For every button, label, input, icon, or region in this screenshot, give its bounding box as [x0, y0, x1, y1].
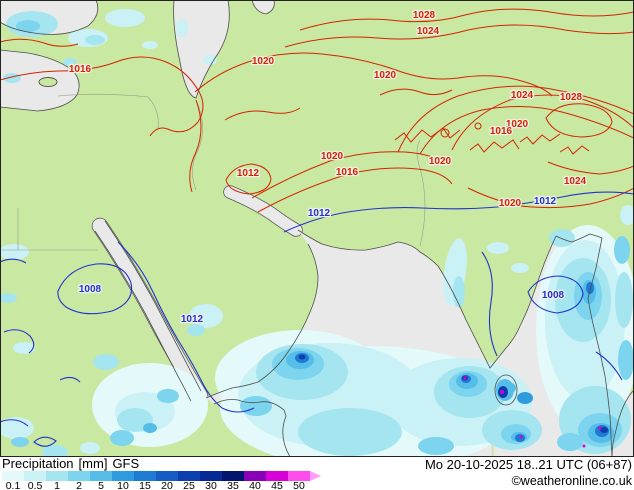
isobar-value-label: 1012 [181, 314, 204, 325]
legend-segment [288, 471, 310, 481]
caspian-sea [173, 0, 230, 98]
isobar-value-label: 1020 [374, 70, 397, 81]
legend-tick: 40 [249, 480, 261, 490]
isobar-value-label: 1028 [413, 10, 436, 21]
legend-segment [90, 471, 112, 481]
isobar-value-label: 1020 [499, 198, 522, 209]
aral-sea [252, 0, 275, 14]
legend-segment [2, 471, 24, 481]
isobar-value-label: 1012 [237, 168, 260, 179]
legend-segment [156, 471, 178, 481]
legend-segment [244, 471, 266, 481]
isobar-value-label: 1020 [321, 151, 344, 162]
legend-segment [266, 471, 288, 481]
legend-segment [68, 471, 90, 481]
legend-left: Precipitation [mm] GFS 0.1 0.5 1 2 5 10 15 20 25 30… [2, 456, 321, 490]
legend-tick: 1 [54, 480, 60, 490]
coastline-layer [0, 0, 634, 457]
isobar-value-label: 1024 [564, 176, 587, 187]
legend-tick: 25 [183, 480, 195, 490]
legend-segment [200, 471, 222, 481]
legend-parameter: Precipitation [2, 456, 74, 471]
map-area: 1028 1024 1020 1016 1020 1024 1028 1020 1016 1020… [0, 0, 634, 457]
legend-tick: 15 [139, 480, 151, 490]
legend-segment [134, 471, 156, 481]
datetime-label: Mo 20-10-2025 18..21 UTC (06+87) [424, 457, 632, 472]
legend-arrow [310, 471, 321, 481]
legend-model: GFS [112, 456, 140, 471]
legend-tick: 20 [161, 480, 173, 490]
legend-tick: 0.1 [5, 480, 21, 490]
legend-segment [46, 471, 68, 481]
legend-tick: 10 [117, 480, 129, 490]
legend-segment [222, 471, 244, 481]
legend-tick: 30 [205, 480, 217, 490]
legend-unit: [mm] [78, 456, 108, 471]
red-isobar-layer [0, 8, 634, 213]
isobar-value-label: 1020 [429, 156, 452, 167]
legend-tick: 2 [76, 480, 82, 490]
legend-tick: 0.5 [27, 480, 43, 490]
isobar-value-label: 1012 [308, 208, 331, 219]
legend-segment [178, 471, 200, 481]
isobar-value-label: 1028 [560, 92, 583, 103]
legend-bar: Precipitation [mm] GFS 0.1 0.5 1 2 5 10 15 20 25 30… [0, 457, 634, 490]
legend-tick: 45 [271, 480, 283, 490]
isobar-value-label: 1024 [511, 90, 534, 101]
borders-layer [0, 93, 426, 251]
legend-ticks: 0.1 0.5 1 2 5 10 15 20 25 30 35 40 45 50 [2, 481, 321, 490]
isobar-value-label: 1020 [506, 119, 529, 130]
legend-colorbar [2, 471, 321, 481]
isobar-value-label: 1020 [252, 56, 275, 67]
legend-title: Precipitation [mm] GFS [2, 456, 321, 471]
isobar-value-label: 1016 [490, 126, 513, 137]
isobar-value-label: 1024 [417, 26, 440, 37]
copyright-label: ©weatheronline.co.uk [511, 474, 632, 488]
persian-gulf [224, 186, 302, 236]
legend-tick: 5 [98, 480, 104, 490]
isobar-value-label: 1012 [534, 196, 557, 207]
red-sea [92, 218, 208, 404]
legend-tick: 50 [293, 480, 305, 490]
legend-segment [112, 471, 134, 481]
isobar-value-label: 1016 [336, 167, 359, 178]
legend-segment [24, 471, 46, 481]
blue-isobar-layer [0, 191, 634, 447]
isobar-value-label: 1016 [69, 64, 92, 75]
legend-tick: 35 [227, 480, 239, 490]
legend-right: Mo 20-10-2025 18..21 UTC (06+87) ©weathe… [424, 457, 632, 489]
isobar-value-label: 1008 [79, 284, 102, 295]
isobar-value-label: 1008 [542, 290, 565, 301]
precipitation-layer [0, 9, 634, 457]
